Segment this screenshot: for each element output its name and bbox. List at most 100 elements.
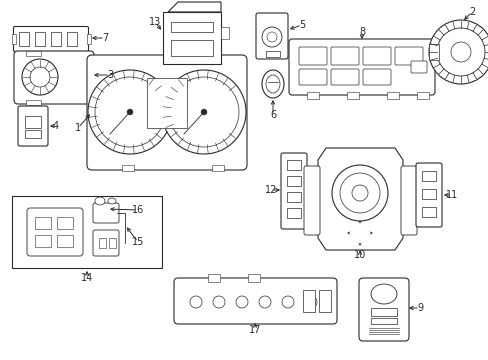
- Bar: [51, 32, 61, 46]
- Circle shape: [169, 77, 239, 147]
- Circle shape: [450, 42, 470, 62]
- Bar: [306, 92, 318, 99]
- FancyBboxPatch shape: [394, 47, 422, 65]
- FancyBboxPatch shape: [304, 166, 319, 235]
- Bar: [416, 92, 428, 99]
- Text: 15: 15: [132, 237, 144, 247]
- Bar: [122, 165, 134, 171]
- Polygon shape: [168, 2, 221, 12]
- Bar: [286, 176, 301, 186]
- Circle shape: [351, 185, 367, 201]
- FancyBboxPatch shape: [330, 47, 358, 65]
- FancyBboxPatch shape: [14, 51, 94, 104]
- Circle shape: [236, 296, 247, 308]
- Text: 12: 12: [264, 185, 277, 195]
- Ellipse shape: [95, 197, 105, 205]
- Text: 13: 13: [148, 17, 161, 27]
- Circle shape: [30, 67, 50, 87]
- FancyBboxPatch shape: [410, 61, 426, 73]
- FancyBboxPatch shape: [298, 69, 326, 85]
- FancyBboxPatch shape: [358, 278, 408, 341]
- FancyBboxPatch shape: [415, 163, 441, 227]
- Bar: [428, 44, 438, 60]
- FancyBboxPatch shape: [281, 153, 306, 229]
- Circle shape: [259, 296, 270, 308]
- Bar: [26, 100, 41, 105]
- Bar: [12, 196, 162, 268]
- Circle shape: [339, 173, 379, 213]
- Circle shape: [436, 28, 484, 76]
- Ellipse shape: [265, 75, 280, 93]
- Text: 14: 14: [81, 273, 93, 283]
- Bar: [25, 130, 41, 138]
- Text: 5: 5: [298, 20, 305, 30]
- FancyBboxPatch shape: [288, 39, 434, 95]
- Ellipse shape: [262, 70, 284, 98]
- FancyBboxPatch shape: [27, 208, 83, 256]
- Bar: [286, 160, 301, 170]
- Polygon shape: [317, 148, 402, 250]
- FancyBboxPatch shape: [330, 69, 358, 85]
- Bar: [421, 207, 435, 217]
- FancyBboxPatch shape: [14, 27, 88, 51]
- Bar: [87, 34, 91, 44]
- FancyBboxPatch shape: [174, 278, 336, 324]
- Circle shape: [262, 27, 282, 47]
- FancyBboxPatch shape: [256, 13, 287, 59]
- FancyBboxPatch shape: [18, 106, 48, 146]
- Circle shape: [95, 77, 164, 147]
- Bar: [247, 274, 260, 282]
- Bar: [12, 34, 16, 44]
- Bar: [163, 12, 221, 64]
- Bar: [67, 32, 77, 46]
- Bar: [346, 92, 358, 99]
- Bar: [171, 40, 213, 56]
- Bar: [171, 22, 213, 32]
- Bar: [265, 51, 280, 57]
- Circle shape: [428, 20, 488, 84]
- FancyBboxPatch shape: [93, 230, 119, 256]
- Circle shape: [266, 32, 276, 42]
- Text: 9: 9: [416, 303, 422, 313]
- Circle shape: [331, 165, 387, 221]
- Text: 3: 3: [107, 70, 113, 80]
- FancyBboxPatch shape: [362, 47, 390, 65]
- Text: 2: 2: [468, 7, 474, 17]
- Circle shape: [282, 296, 293, 308]
- Bar: [57, 235, 73, 247]
- Bar: [35, 217, 51, 229]
- Circle shape: [88, 70, 172, 154]
- Bar: [147, 78, 186, 128]
- Bar: [318, 290, 330, 312]
- Bar: [35, 235, 51, 247]
- Text: 6: 6: [269, 110, 276, 120]
- Bar: [386, 92, 398, 99]
- Circle shape: [190, 296, 202, 308]
- FancyBboxPatch shape: [362, 69, 390, 85]
- Bar: [25, 116, 41, 128]
- Bar: [286, 192, 301, 202]
- FancyBboxPatch shape: [400, 166, 416, 235]
- Bar: [370, 308, 396, 316]
- Text: 16: 16: [132, 205, 144, 215]
- Text: 7: 7: [102, 33, 108, 43]
- Text: 4: 4: [53, 121, 59, 131]
- FancyBboxPatch shape: [93, 203, 119, 223]
- Bar: [99, 238, 106, 248]
- Text: 10: 10: [353, 250, 366, 260]
- Bar: [286, 208, 301, 218]
- Bar: [303, 290, 314, 312]
- Bar: [26, 51, 41, 56]
- Ellipse shape: [370, 284, 396, 304]
- FancyBboxPatch shape: [298, 47, 326, 65]
- Circle shape: [162, 70, 245, 154]
- Bar: [421, 171, 435, 181]
- Bar: [35, 32, 45, 46]
- Bar: [212, 165, 224, 171]
- Bar: [19, 32, 29, 46]
- Bar: [109, 238, 116, 248]
- Bar: [57, 217, 73, 229]
- Circle shape: [305, 296, 316, 308]
- Circle shape: [201, 109, 206, 115]
- FancyBboxPatch shape: [87, 55, 246, 170]
